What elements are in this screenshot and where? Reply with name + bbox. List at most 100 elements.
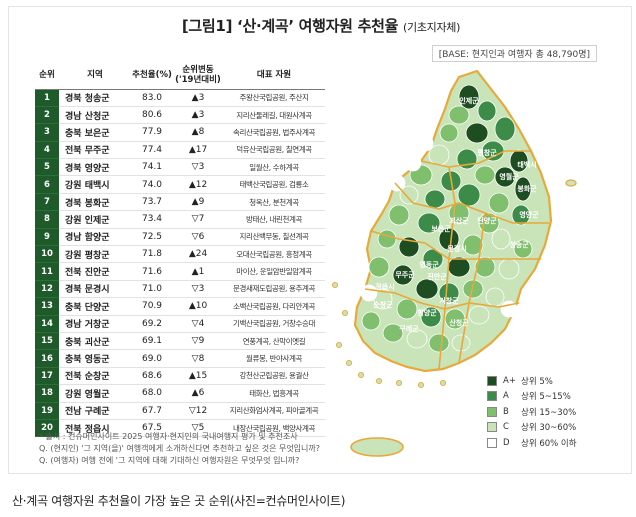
rate-cell: 68.6 <box>131 367 173 386</box>
region-cell: 전북 진안군 <box>59 262 131 281</box>
legend-entry: B 상위 15~30% <box>487 404 577 420</box>
change-cell: ▲24 <box>173 245 223 264</box>
table-row: 6 강원 태백시 74.0 ▲12 태백산국립공원, 검룡소 <box>35 175 325 194</box>
rank-cell: 1 <box>35 89 59 107</box>
municipality-region <box>438 227 460 251</box>
rank-cell: 16 <box>35 349 59 368</box>
map-regions <box>331 69 577 457</box>
municipality-region <box>447 256 471 278</box>
change-cell: ▲15 <box>173 367 223 386</box>
legend-swatch <box>487 375 497 386</box>
municipality-region <box>488 192 510 214</box>
change-cell: ▲8 <box>173 123 223 142</box>
table-row: 18 강원 영월군 68.0 ▲6 태화산, 법흥계곡 <box>35 384 325 403</box>
municipality-region <box>415 278 439 300</box>
source-notes: * 출처 : 컨슈머인사이트 2025 여행자·현지인의 국내여행지 평가 및 … <box>39 431 320 467</box>
province-border <box>420 150 531 168</box>
region-cell: 충북 영동군 <box>59 349 131 368</box>
municipality-region <box>424 189 446 209</box>
map-label: 구례군 <box>399 324 419 333</box>
region-cell: 강원 태백시 <box>59 175 131 194</box>
region-cell: 충북 보은군 <box>59 123 131 142</box>
table-row: 13 충북 단양군 70.9 ▲10 소백산국립공원, 다리안계곡 <box>35 297 325 316</box>
resource-cell: 소백산국립공원, 다리안계곡 <box>223 297 325 316</box>
municipality-region <box>404 154 422 172</box>
table-row: 11 전북 진안군 71.6 ▲1 마이산, 운일암반일암계곡 <box>35 262 325 281</box>
table-row: 17 전북 순창군 68.6 ▲15 강천산군립공원, 용궐산 <box>35 367 325 386</box>
table-row: 9 경남 함양군 72.5 ▽6 지리산백무동, 칠선계곡 <box>35 228 325 247</box>
region-cell: 전북 무주군 <box>59 141 131 160</box>
region-cell: 경북 청송군 <box>59 89 131 107</box>
change-cell: ▲10 <box>173 297 223 316</box>
small-island <box>341 309 349 317</box>
chart-figure: [그림1] ‘산·계곡’ 여행자원 추천율 (기초지자체) [BASE: 현지인… <box>8 6 632 474</box>
map-label: 청송군 <box>509 240 529 249</box>
change-cell: ▽9 <box>173 332 223 351</box>
note-question-local: Q. (현지인) '그 지역(을)' 여행객에게 소개하신다면 추천하고 싶은 … <box>39 444 321 453</box>
table-header-row: 순위 지역 추천율(%) 순위변동 ('19년대비) 대표 자원 <box>35 61 325 90</box>
municipality-region <box>462 234 484 256</box>
municipality-region <box>444 308 466 330</box>
resource-cell: 주왕산국립공원, 주산지 <box>223 89 325 107</box>
jeju-island <box>350 437 404 457</box>
header-change: 순위변동 ('19년대비) <box>173 61 223 90</box>
header-rate: 추천율(%) <box>131 61 173 90</box>
rank-cell: 19 <box>35 402 59 420</box>
resource-cell: 기백산국립공원, 거창수승대 <box>223 315 325 333</box>
change-cell: ▲9 <box>173 193 223 212</box>
change-cell: ▽6 <box>173 228 223 247</box>
legend-swatch <box>487 422 497 433</box>
municipality-region <box>465 122 489 144</box>
small-island <box>395 379 403 387</box>
municipality-region <box>513 239 533 259</box>
legend-grade: B <box>503 406 509 417</box>
municipality-region <box>392 264 414 286</box>
small-island <box>331 281 339 289</box>
municipality-region <box>474 165 496 185</box>
note-source: * 출처 : 컨슈머인사이트 2025 여행자·현지인의 국내여행지 평가 및 … <box>39 432 298 441</box>
table-row: 8 강원 인제군 73.4 ▽7 방태산, 내린천계곡 <box>35 210 325 229</box>
table-row: 3 충북 보은군 77.9 ▲8 속리산국립공원, 법주사계곡 <box>35 123 325 142</box>
resource-cell: 태화산, 법흥계곡 <box>223 384 325 403</box>
map-label: 정읍시 <box>375 282 394 291</box>
municipality-region <box>396 298 418 320</box>
legend-label: 상위 15~30% <box>521 407 577 418</box>
change-cell: ▲3 <box>173 89 223 107</box>
change-cell: ▲1 <box>173 262 223 281</box>
municipality-region <box>458 84 480 110</box>
table-row: 14 경남 거창군 69.2 ▽4 기백산국립공원, 거창수승대 <box>35 315 325 333</box>
rate-cell: 71.0 <box>131 280 173 299</box>
province-border <box>458 212 486 364</box>
change-cell: ▽5 <box>173 419 223 438</box>
rate-cell: 73.7 <box>131 193 173 212</box>
rate-cell: 67.5 <box>131 419 173 438</box>
resource-cell: 월류봉, 반야사계곡 <box>223 349 325 368</box>
rank-cell: 3 <box>35 123 59 142</box>
region-cell: 경북 봉화군 <box>59 193 131 212</box>
municipality-region <box>382 323 404 343</box>
rank-cell: 7 <box>35 193 59 212</box>
small-island <box>375 377 383 385</box>
resource-cell: 내장산국립공원, 백양사계곡 <box>223 419 325 438</box>
table-row: 7 경북 봉화군 73.7 ▲9 청옥산, 분천계곡 <box>35 193 325 212</box>
map-legend: A+ 상위 5% A 상위 5~15% B 상위 15~30% C 상위 30~60% D 상위 … <box>487 373 577 451</box>
map-label: 괴산군 <box>449 216 469 225</box>
rank-cell: 8 <box>35 210 59 229</box>
note-question-traveler: Q. (여행자) 여행 전에 '그 지역에 대해 기대하신 여행자원은 무엇무엇… <box>39 456 300 465</box>
rank-cell: 6 <box>35 175 59 194</box>
resource-cell: 문경새재도립공원, 용추계곡 <box>223 280 325 299</box>
municipality-region <box>474 256 496 278</box>
rank-cell: 4 <box>35 141 59 160</box>
rank-cell: 2 <box>35 106 59 125</box>
municipality-region <box>416 134 434 152</box>
change-cell: ▲3 <box>173 106 223 125</box>
municipality-region <box>361 311 381 331</box>
rank-cell: 14 <box>35 315 59 333</box>
table-row: 12 경북 문경시 71.0 ▽3 문경새재도립공원, 용추계곡 <box>35 280 325 299</box>
change-cell: ▲12 <box>173 175 223 194</box>
region-cell: 경북 문경시 <box>59 280 131 299</box>
header-rank: 순위 <box>35 61 59 90</box>
table-row: 16 충북 영동군 69.0 ▽8 월류봉, 반야사계곡 <box>35 349 325 368</box>
rate-cell: 80.6 <box>131 106 173 125</box>
rank-cell: 18 <box>35 384 59 403</box>
